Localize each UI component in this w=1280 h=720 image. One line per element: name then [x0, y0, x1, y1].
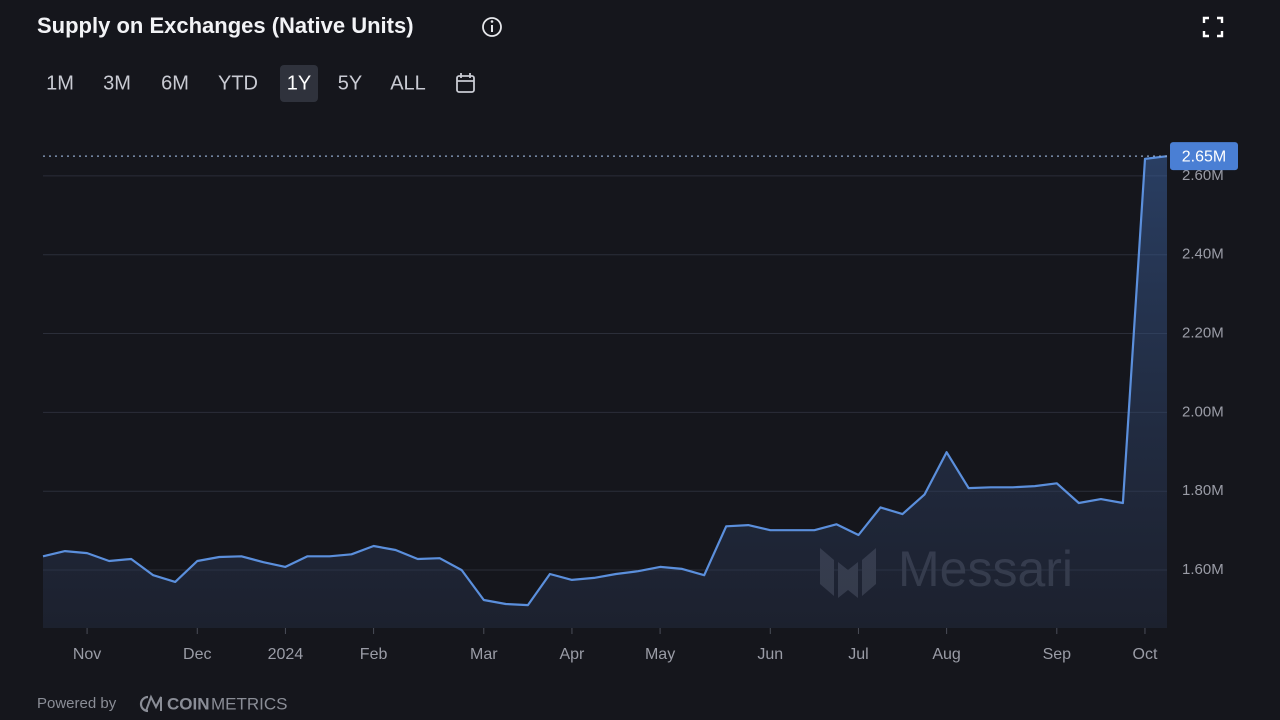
- x-tick-label: Mar: [470, 646, 498, 663]
- powered-by: Powered by: [37, 695, 117, 712]
- range-button-label: ALL: [390, 72, 426, 94]
- range-button[interactable]: 1Y: [280, 65, 318, 102]
- info-icon[interactable]: [482, 17, 502, 37]
- active-button-bg: [280, 65, 318, 102]
- x-tick-label: Sep: [1043, 646, 1072, 663]
- range-button-label: 5Y: [338, 72, 362, 94]
- x-tick-label: Apr: [559, 646, 585, 663]
- last-value-badge: [1170, 142, 1238, 171]
- range-button[interactable]: 6M: [161, 72, 189, 94]
- x-tick-label: Oct: [1133, 646, 1158, 663]
- x-tick-label: Nov: [73, 646, 101, 663]
- y-tick-label: 2.60M: [1182, 167, 1224, 184]
- range-button[interactable]: 1M: [46, 72, 74, 94]
- range-button-label: 1M: [46, 72, 74, 94]
- y-tick-label: 1.80M: [1182, 482, 1224, 499]
- coinmetrics-logo: COIN METRICS: [139, 694, 288, 713]
- title: Supply on Exchanges (Native Units): [37, 13, 414, 38]
- x-tick-label: Jul: [848, 646, 868, 663]
- y-tick-label: 1.60M: [1182, 561, 1224, 578]
- brand-light: METRICS: [211, 694, 288, 713]
- x-tick-label: Jun: [757, 646, 783, 663]
- range-button-label: 1Y: [287, 72, 311, 94]
- range-button-label: YTD: [218, 72, 258, 94]
- range-button[interactable]: ALL: [390, 72, 426, 94]
- y-tick-label: 2.20M: [1182, 325, 1224, 342]
- x-tick-label: 2024: [268, 646, 304, 663]
- range-button[interactable]: 5Y: [338, 72, 362, 94]
- range-button-label: 3M: [103, 72, 131, 94]
- x-tick-label: Aug: [932, 646, 960, 663]
- x-tick-label: Feb: [360, 646, 388, 663]
- x-tick-label: Dec: [183, 646, 211, 663]
- x-tick-label: May: [645, 646, 675, 663]
- fullscreen-icon[interactable]: [1202, 16, 1224, 38]
- range-button[interactable]: 3M: [103, 72, 131, 94]
- calendar-icon[interactable]: [456, 73, 475, 93]
- range-button[interactable]: YTD: [218, 72, 258, 94]
- line: [42, 155, 1168, 607]
- last-value-label: 2.65M: [1182, 148, 1226, 165]
- area: [43, 156, 1167, 628]
- range-button-label: 6M: [161, 72, 189, 94]
- y-tick-label: 2.00M: [1182, 403, 1224, 420]
- y-tick-label: 2.40M: [1182, 246, 1224, 263]
- brand-bold: COIN: [167, 694, 210, 713]
